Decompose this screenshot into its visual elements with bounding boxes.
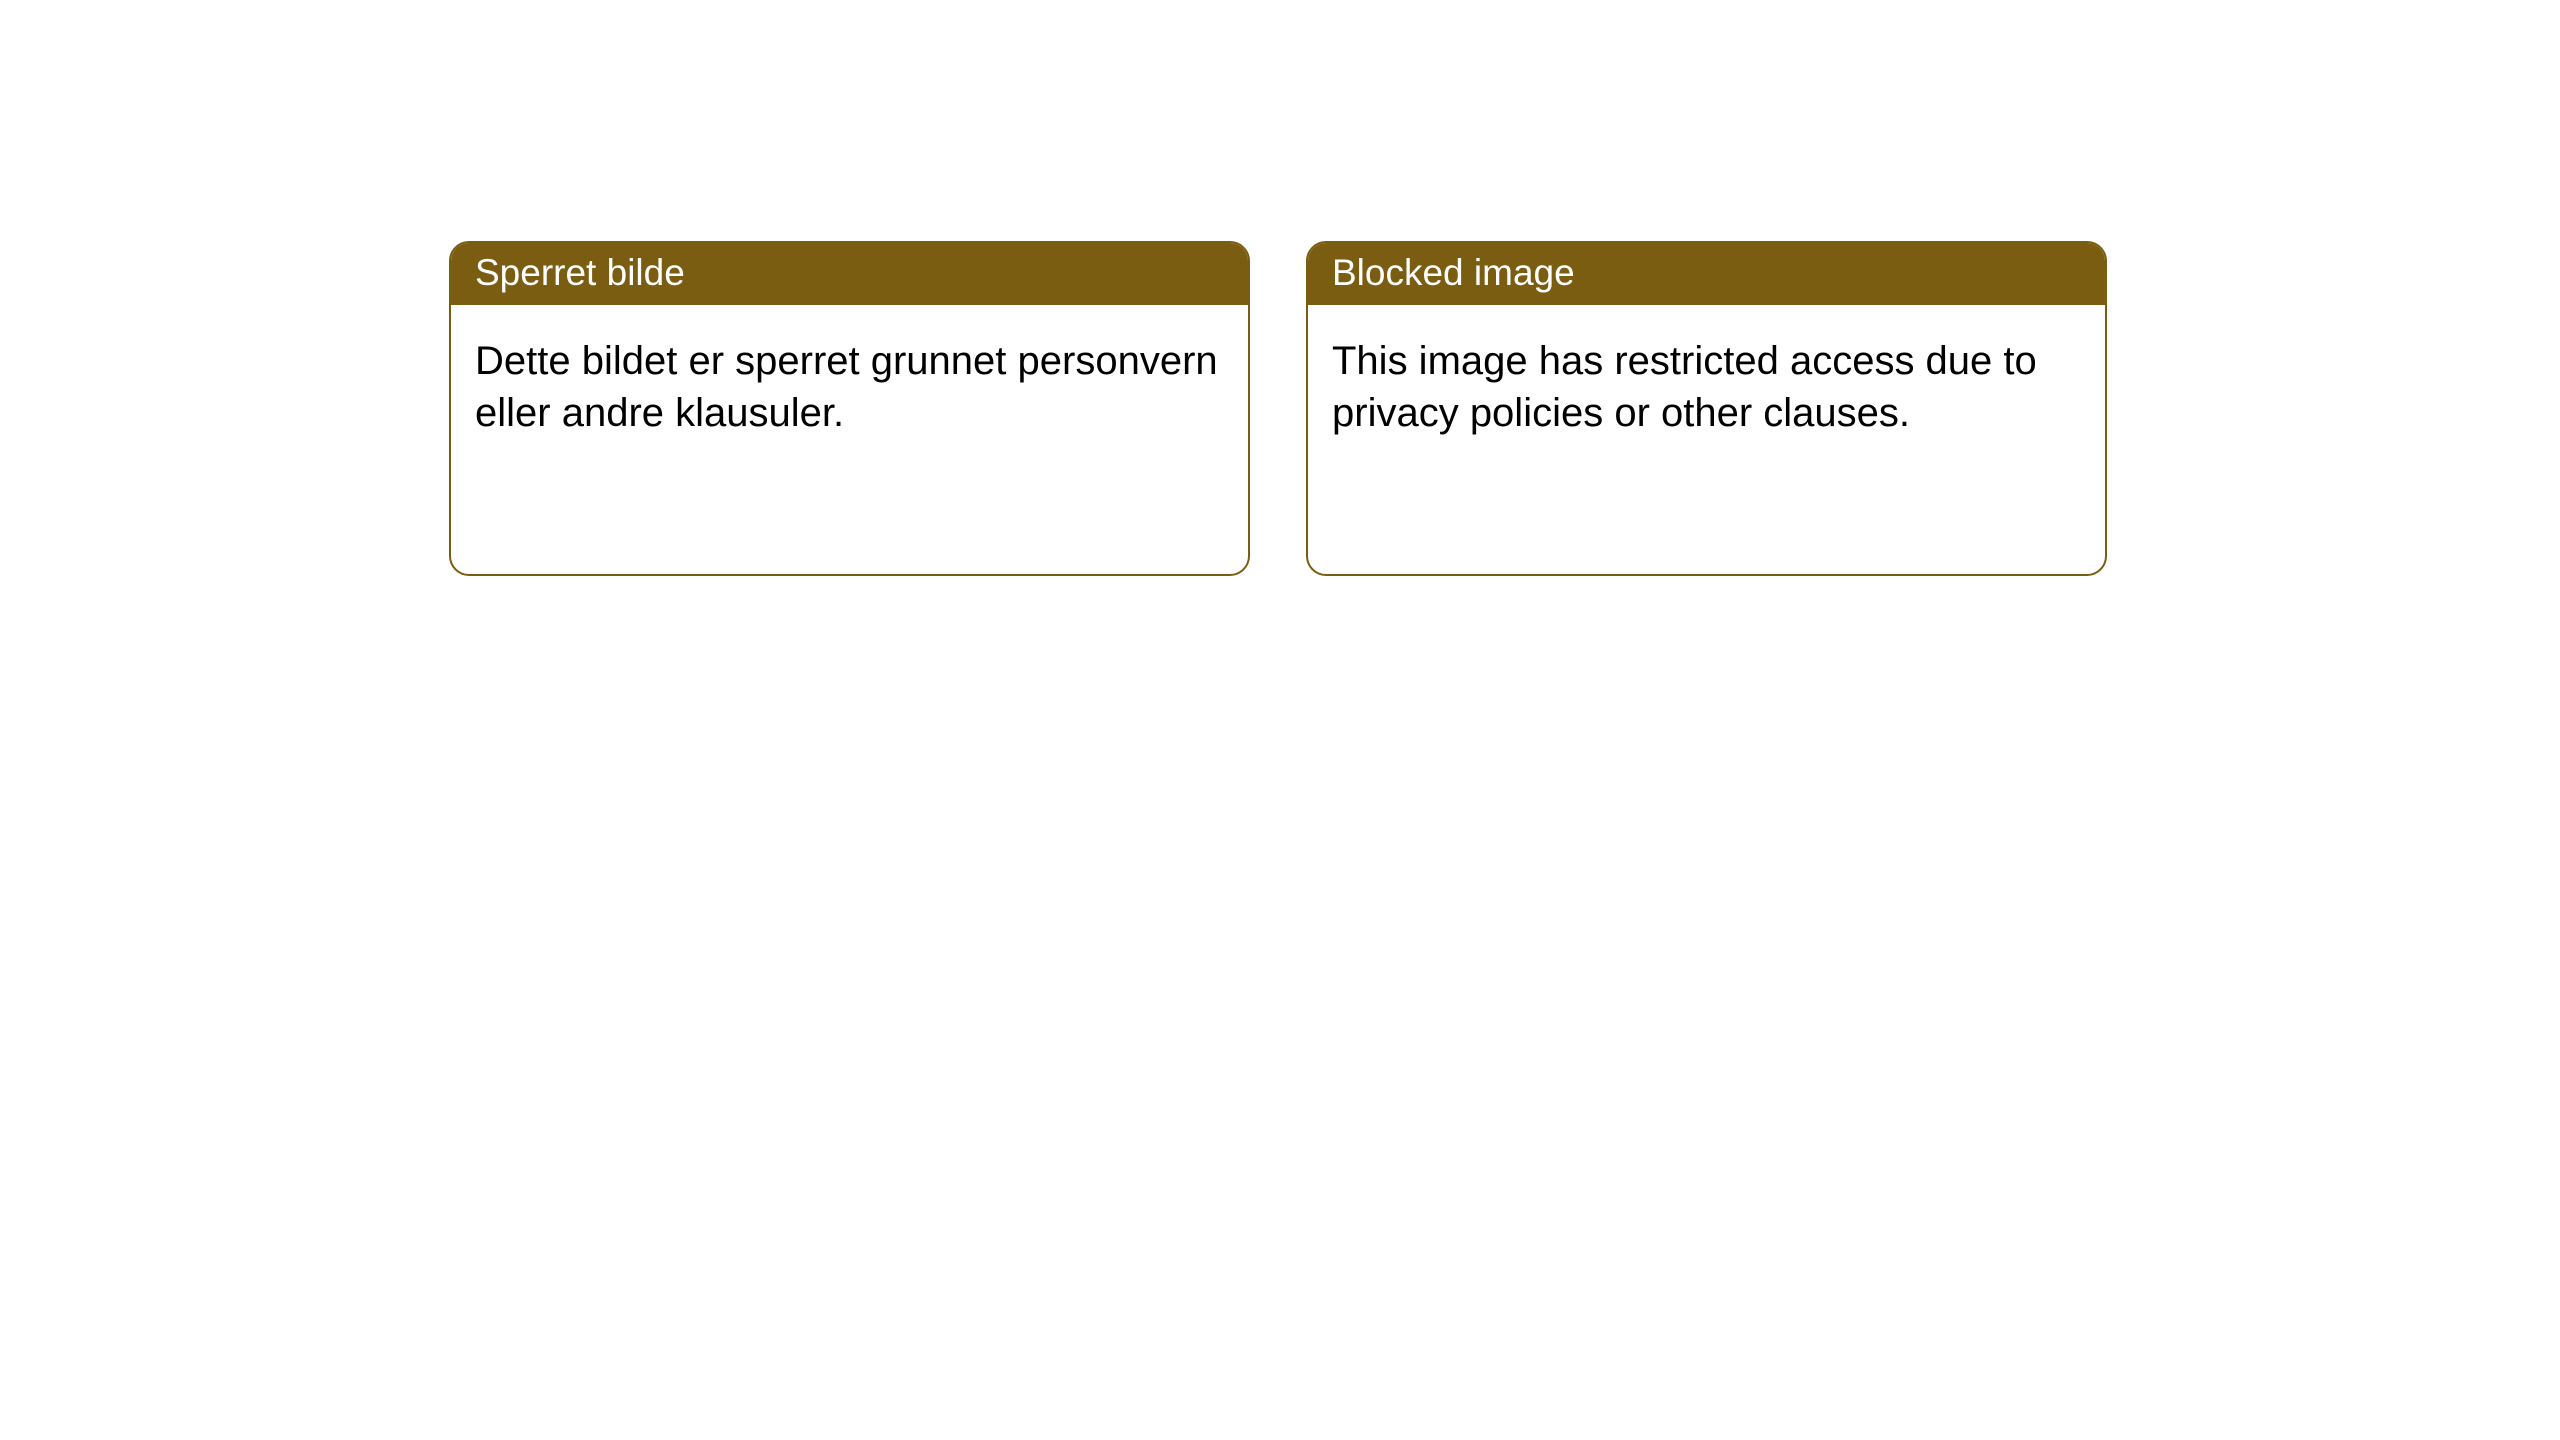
blocked-image-card-en: Blocked image This image has restricted … (1306, 241, 2107, 576)
card-body: This image has restricted access due to … (1308, 305, 2105, 469)
blocked-image-card-no: Sperret bilde Dette bildet er sperret gr… (449, 241, 1250, 576)
card-header: Blocked image (1308, 243, 2105, 305)
card-body: Dette bildet er sperret grunnet personve… (451, 305, 1248, 469)
card-header: Sperret bilde (451, 243, 1248, 305)
cards-container: Sperret bilde Dette bildet er sperret gr… (0, 0, 2560, 576)
